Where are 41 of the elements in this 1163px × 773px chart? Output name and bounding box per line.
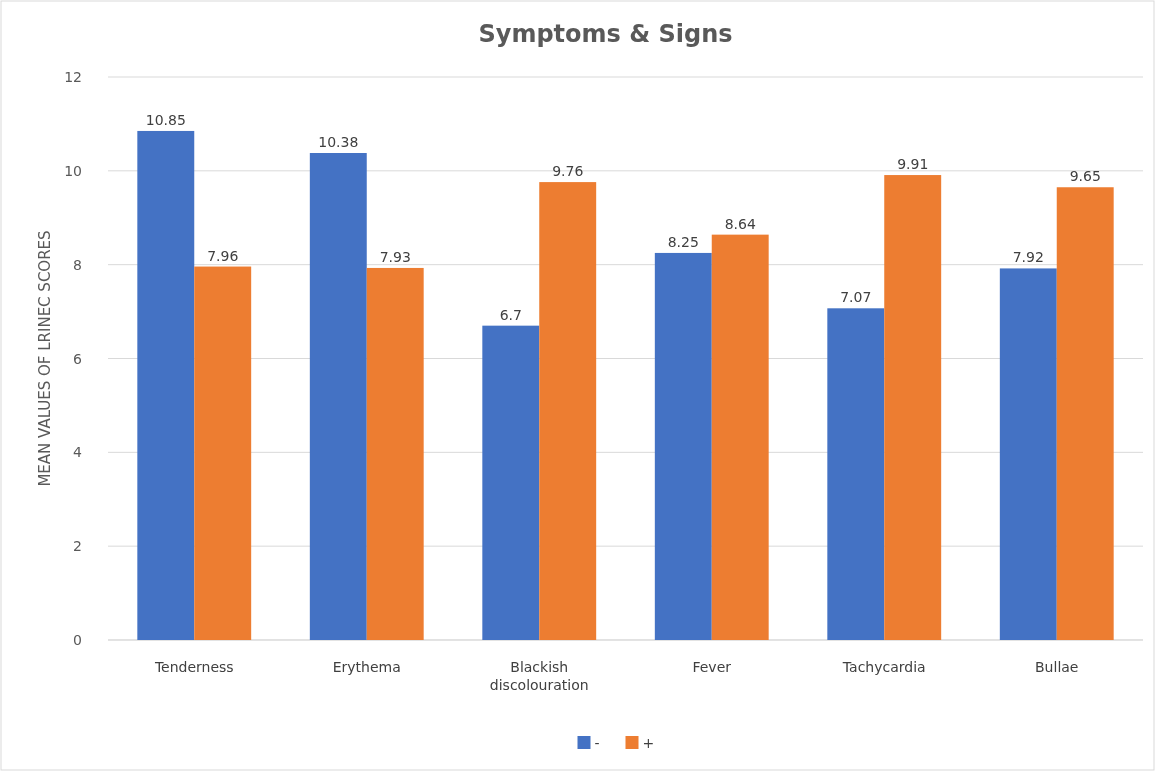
x-tick-label: Erythema: [332, 659, 401, 675]
data-label: 9.65: [1069, 168, 1101, 185]
bar: [539, 182, 597, 640]
data-label: 6.7: [499, 306, 522, 323]
bar: [482, 325, 540, 640]
bar: [884, 175, 942, 640]
y-axis-title: MEAN VALUES OF LRINEC SCORES: [36, 230, 54, 487]
data-label: 8.64: [724, 215, 756, 232]
y-tick-label: 4: [73, 444, 83, 461]
bar: [137, 130, 195, 640]
x-tick-label: Tachycardia: [841, 659, 926, 675]
bar: [194, 266, 252, 640]
y-tick-label: 12: [64, 69, 82, 85]
chart-title: Symptoms & Signs: [478, 20, 733, 48]
y-tick-label: 2: [73, 538, 82, 555]
y-tick-label: 10: [64, 162, 82, 179]
data-label: 7.92: [1012, 249, 1044, 266]
bar: [1056, 187, 1114, 640]
legend-label: +: [642, 735, 655, 751]
bar: [827, 308, 885, 640]
bar: [711, 234, 769, 640]
y-tick-label: 8: [73, 256, 82, 273]
data-label: 7.07: [840, 289, 872, 306]
legend-label: -: [594, 735, 600, 751]
data-label: 8.25: [667, 233, 699, 250]
bar: [366, 267, 424, 640]
bar: [999, 268, 1057, 640]
data-label: 7.96: [207, 247, 239, 264]
data-label: 9.91: [897, 156, 929, 173]
y-tick-label: 6: [73, 350, 83, 367]
data-label: 10.85: [145, 111, 186, 128]
bar: [309, 153, 367, 640]
bar: [654, 252, 712, 640]
x-tick-label: Fever: [692, 659, 732, 675]
y-tick-label: 0: [73, 632, 82, 648]
data-label: 10.38: [318, 134, 359, 151]
x-tick-label: Bullae: [1035, 659, 1079, 675]
x-tick-label: Blackish discolouration: [489, 659, 589, 693]
data-label: 7.93: [379, 248, 411, 265]
x-tick-label: Tenderness: [153, 659, 234, 675]
data-label: 9.76: [552, 163, 584, 180]
